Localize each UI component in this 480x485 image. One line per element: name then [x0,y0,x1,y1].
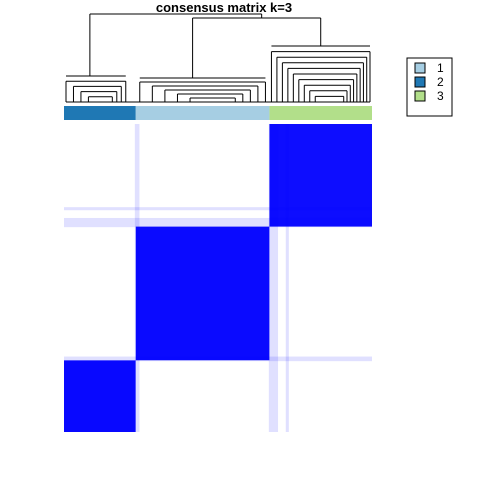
legend: 123 [406,57,453,117]
heatmap-cell-block [64,124,136,227]
heatmap-noise-row [64,207,372,211]
heatmap-noise-column [268,124,279,432]
heatmap-noise-column [285,124,289,432]
heatmap-cell-block [135,226,270,361]
heatmap-cell-block [269,124,372,227]
heatmap-cell-block [269,360,372,432]
class-bar-segment [135,106,270,120]
legend-swatch [414,76,426,88]
class-bar-segment [64,106,136,120]
legend-label: 1 [437,61,444,75]
class-bar-segment [269,106,372,120]
heatmap-cell-block [135,360,270,432]
heatmap-body [64,124,372,432]
legend-label: 3 [437,89,444,103]
heatmap-cell-block [269,226,372,361]
legend-swatch [414,62,426,74]
legend-label: 2 [437,75,444,89]
legend-swatch [414,90,426,102]
dendrogram [65,13,371,103]
legend-frame [406,57,453,117]
heatmap-noise-row [64,217,372,228]
class-annotation-bar [64,106,372,120]
heatmap-cell-block [64,226,136,361]
chart-title: consensus matrix k=3 [156,0,292,15]
heatmap-noise-row [64,356,372,362]
heatmap-cell-block [135,124,270,227]
heatmap-noise-column [134,124,140,432]
heatmap-cell-block [64,360,136,432]
